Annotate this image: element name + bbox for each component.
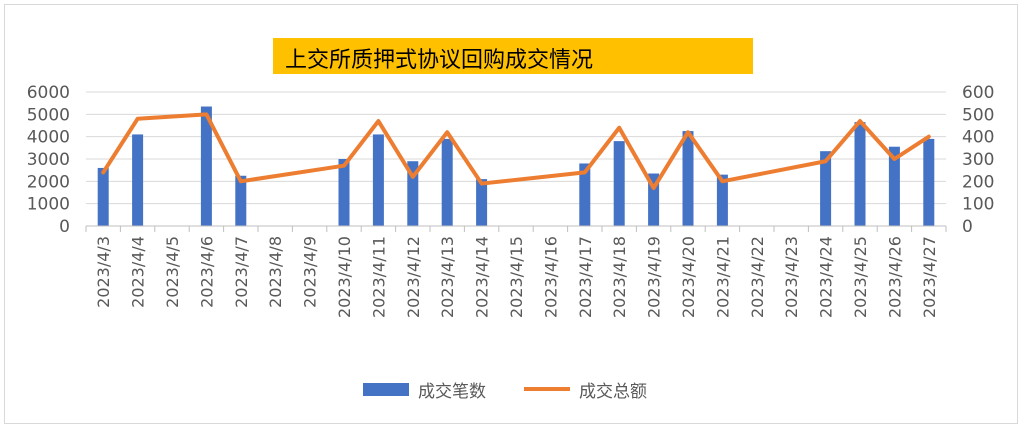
bar [97, 167, 109, 226]
y-right-tick-label: 600 [962, 83, 994, 103]
y-right-tick-label: 200 [962, 172, 994, 192]
x-tick-label: 2023/4/11 [369, 236, 388, 318]
legend-swatch-count [363, 383, 409, 396]
bar [613, 141, 625, 226]
x-tick-label: 2023/4/23 [782, 236, 801, 318]
y-left-tick-label: 4000 [27, 128, 70, 148]
legend-layer: 成交笔数 成交总额 [363, 382, 647, 402]
y-left-tick-label: 0 [59, 217, 70, 237]
y-left-tick-label: 6000 [27, 83, 70, 103]
x-tick-label: 2023/4/17 [576, 236, 595, 318]
bar [854, 122, 866, 226]
x-tick-label: 2023/4/27 [920, 236, 939, 318]
bar [716, 174, 728, 226]
bar [820, 151, 832, 226]
bar [372, 134, 384, 226]
legend-label-count: 成交笔数 [418, 382, 486, 402]
y-right-tick-label: 300 [962, 150, 994, 170]
y-right-tick-label: 400 [962, 128, 994, 148]
bar [200, 106, 212, 226]
bar [648, 173, 660, 226]
bar [888, 146, 900, 226]
x-tick-label: 2023/4/16 [541, 236, 560, 318]
y-right-tick-label: 0 [962, 217, 973, 237]
x-tick-label: 2023/4/24 [817, 236, 836, 318]
chart-title: 上交所质押式协议回购成交情况 [285, 48, 594, 73]
bar [407, 161, 419, 226]
bar [338, 159, 350, 226]
x-tick-label: 2023/4/3 [94, 236, 113, 308]
y-left-tick-label: 2000 [27, 172, 70, 192]
bars-layer [97, 106, 935, 226]
x-tick-label: 2023/4/26 [885, 236, 904, 318]
x-tick-label: 2023/4/9 [301, 236, 320, 308]
y-right-tick-label: 100 [962, 195, 994, 215]
bar [132, 134, 144, 226]
chart-frame: 上交所质押式协议回购成交情况 [4, 4, 1018, 424]
x-tick-label: 2023/4/15 [507, 236, 526, 318]
x-tick-label: 2023/4/19 [645, 236, 664, 318]
bar [682, 131, 694, 226]
x-tick-label: 2023/4/13 [438, 236, 457, 318]
x-tick-label: 2023/4/5 [163, 236, 182, 308]
line-layer [101, 112, 931, 191]
x-tick-label: 2023/4/20 [679, 236, 698, 318]
bar [441, 138, 453, 226]
x-tick-label: 2023/4/12 [404, 236, 423, 318]
y-left-tick-label: 5000 [27, 105, 70, 125]
bar [235, 175, 247, 226]
y-left-tick-label: 1000 [27, 195, 70, 215]
grid-layer [86, 91, 946, 227]
bar [476, 179, 488, 226]
bar [923, 138, 935, 226]
x-tick-label: 2023/4/4 [129, 236, 148, 308]
x-tick-label: 2023/4/14 [473, 236, 492, 318]
legend-label-amount: 成交总额 [579, 382, 647, 402]
x-tick-label: 2023/4/10 [335, 236, 354, 318]
x-tick-label: 2023/4/25 [851, 236, 870, 318]
y-right-tick-label: 500 [962, 105, 994, 125]
axis-layer: 0100020003000400050006000010020030040050… [27, 83, 995, 318]
y-left-tick-label: 3000 [27, 150, 70, 170]
x-tick-label: 2023/4/22 [748, 236, 767, 318]
bar [579, 163, 591, 226]
x-tick-label: 2023/4/8 [266, 236, 285, 308]
series-line-amount [101, 112, 931, 191]
x-tick-label: 2023/4/21 [713, 236, 732, 318]
x-tick-label: 2023/4/7 [232, 236, 251, 308]
x-tick-label: 2023/4/6 [197, 236, 216, 308]
title-box: 上交所质押式协议回购成交情况 [273, 38, 753, 74]
x-tick-label: 2023/4/18 [610, 236, 629, 318]
